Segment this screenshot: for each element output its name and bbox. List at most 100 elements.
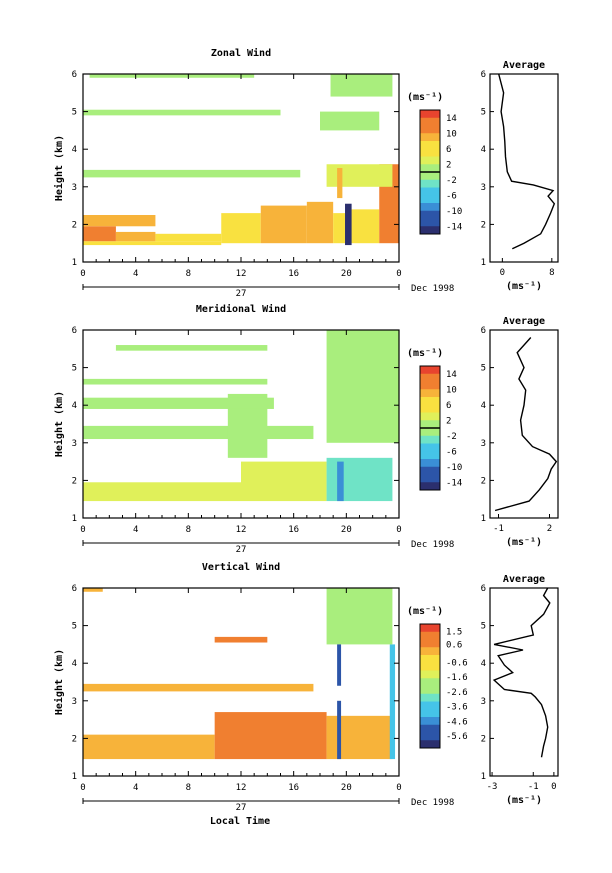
- x-tick-label: 4: [133, 269, 138, 279]
- x-tick-label: 0: [80, 783, 85, 793]
- colorbar-tick-label: -14: [446, 222, 462, 232]
- date-label: Dec 1998: [411, 540, 454, 550]
- data-cell: [320, 111, 380, 131]
- y-tick-label: 5: [72, 622, 77, 632]
- x-tick-label: 0: [80, 525, 85, 535]
- colorbar-cell: [420, 412, 440, 421]
- colorbar-cell: [420, 226, 440, 235]
- colorbar-cell: [420, 662, 440, 671]
- data-cell: [214, 712, 327, 760]
- profile-line: [498, 73, 556, 250]
- y-axis-label: Height (km): [53, 135, 65, 201]
- profile-frame: [489, 329, 559, 519]
- profile-y-tick-label: 5: [481, 108, 486, 118]
- profile-y-tick-label: 1: [481, 772, 486, 782]
- colorbar-cell: [420, 172, 440, 181]
- profile-x-tick-label: 8: [549, 268, 554, 278]
- data-cell: [83, 734, 215, 760]
- x-tick-label: 16: [288, 783, 299, 793]
- x-tick-label: 8: [186, 525, 191, 535]
- colorbar-cell: [420, 125, 440, 134]
- data-cell: [83, 588, 103, 592]
- profile-y-tick-label: 5: [481, 364, 486, 374]
- colorbar-cell: [420, 709, 440, 718]
- colorbar-cell: [420, 678, 440, 687]
- colorbar-cell: [420, 435, 440, 444]
- x-tick-label: 0: [396, 783, 401, 793]
- colorbar-tick-label: 14: [446, 114, 457, 124]
- date-label: Dec 1998: [411, 284, 454, 294]
- profile-y-tick-label: 4: [481, 145, 486, 155]
- colorbar-tick-label: -2: [446, 432, 457, 442]
- profile-y-tick-label: 1: [481, 514, 486, 524]
- colorbar-cell: [420, 381, 440, 390]
- y-tick-label: 6: [72, 326, 77, 336]
- colorbar-tick-label: 1.5: [446, 627, 462, 637]
- colorbar-cell: [420, 110, 440, 119]
- data-cell: [306, 201, 334, 244]
- profile-x-label: (ms⁻¹): [506, 795, 542, 806]
- colorbar-tick-label: -2: [446, 176, 457, 186]
- data-cell: [333, 213, 347, 244]
- colorbar-cell: [420, 366, 440, 375]
- x-tick-label: 12: [236, 269, 247, 279]
- colorbar-cell: [420, 443, 440, 452]
- colorbar-cell: [420, 474, 440, 483]
- data-cell: [241, 461, 327, 502]
- data-cell: [326, 164, 393, 187]
- profile-x-label: (ms⁻¹): [506, 281, 542, 292]
- profile-y-tick-label: 6: [481, 584, 486, 594]
- x-tick-label: 0: [80, 269, 85, 279]
- x-tick-label: 8: [186, 269, 191, 279]
- profile-x-tick-label: -1: [528, 782, 539, 792]
- colorbar-cell: [420, 693, 440, 702]
- x-tick-label: 0: [396, 269, 401, 279]
- data-cell: [83, 109, 281, 116]
- day-label: 27: [236, 803, 247, 813]
- profile-frame: [489, 587, 559, 777]
- y-tick-label: 3: [72, 697, 77, 707]
- x-tick-label: 12: [236, 783, 247, 793]
- colorbar-tick-label: -1.6: [446, 673, 468, 683]
- data-cell: [346, 209, 380, 244]
- data-cell: [260, 205, 307, 244]
- colorbar-tick-label: 6: [446, 401, 451, 411]
- data-cell: [326, 588, 393, 645]
- data-cell: [83, 397, 274, 409]
- profile-y-tick-label: 3: [481, 439, 486, 449]
- profile-frame: [489, 73, 559, 263]
- colorbar-cell: [420, 133, 440, 142]
- colorbar-cell: [420, 647, 440, 656]
- x-tick-label: 0: [396, 525, 401, 535]
- y-tick-label: 4: [72, 659, 77, 669]
- profile-title: Average: [503, 316, 545, 327]
- colorbar-cell: [420, 117, 440, 126]
- data-cell: [330, 74, 393, 97]
- data-cell: [337, 700, 342, 760]
- data-cell: [389, 644, 396, 760]
- profile-y-tick-label: 2: [481, 476, 486, 486]
- profile-y-tick-label: 6: [481, 326, 486, 336]
- data-cell: [83, 241, 222, 246]
- colorbar-cell: [420, 482, 440, 491]
- profile-title: Average: [503, 60, 545, 71]
- data-cell: [83, 378, 268, 385]
- data-cell: [326, 330, 399, 443]
- colorbar-cell: [420, 164, 440, 173]
- colorbar-tick-label: -0.6: [446, 658, 468, 668]
- colorbar-tick-label: 0.6: [446, 641, 462, 651]
- y-tick-label: 3: [72, 183, 77, 193]
- profile-x-tick-label: -3: [487, 782, 498, 792]
- y-axis-label: Height (km): [53, 391, 65, 457]
- data-cell: [337, 168, 343, 199]
- y-tick-label: 5: [72, 108, 77, 118]
- data-cell: [326, 715, 393, 760]
- colorbar-tick-label: -3.6: [446, 703, 468, 713]
- profile-x-tick-label: -1: [493, 524, 504, 534]
- colorbar-tick-label: 2: [446, 160, 451, 170]
- colorbar-cell: [420, 156, 440, 165]
- panel-title: Zonal Wind: [211, 47, 271, 59]
- profile-x-tick-label: 0: [500, 268, 505, 278]
- colorbar-cell: [420, 670, 440, 679]
